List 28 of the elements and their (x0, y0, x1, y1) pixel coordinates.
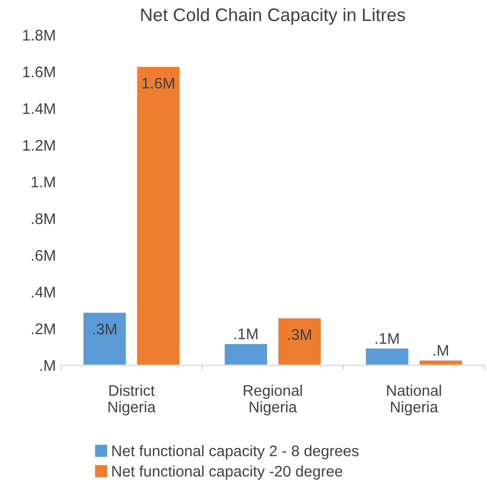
x-tick-label: National Nigeria (387, 384, 441, 416)
legend-label: Net functional capacity -20 degree (112, 465, 342, 480)
y-tick-label: 1.4M (23, 103, 55, 114)
data-label: .M (434, 345, 448, 356)
y-tick-label: .8M (32, 213, 55, 224)
bar (82, 311, 128, 366)
data-label: .1M (234, 328, 258, 340)
data-label: .3M (93, 324, 116, 334)
x-tick-label: Regional Nigeria (244, 384, 302, 416)
y-tick-label: .M (40, 360, 55, 371)
bar (136, 65, 181, 366)
x-tick-label: District Nigeria (108, 384, 156, 416)
bar (276, 316, 322, 366)
y-tick-label: 1.8M (23, 30, 55, 41)
y-tick-label: 1.6M (23, 66, 55, 78)
data-label: .3M (288, 329, 312, 340)
y-tick-label: .6M (32, 250, 55, 261)
bar (223, 342, 268, 366)
bar (418, 359, 464, 366)
chart-title: Net Cold Chain Capacity in Litres (141, 8, 406, 25)
y-tick-label: .2M (32, 323, 55, 334)
data-label: 1.6M (142, 78, 174, 89)
bar (364, 347, 410, 366)
data-label: .1M (376, 333, 399, 344)
y-tick-label: .4M (32, 286, 55, 298)
y-tick-label: 1.M (32, 176, 55, 188)
legend-label: Net functional capacity 2 - 8 degrees (112, 445, 359, 460)
y-tick-label: 1.2M (23, 140, 55, 151)
